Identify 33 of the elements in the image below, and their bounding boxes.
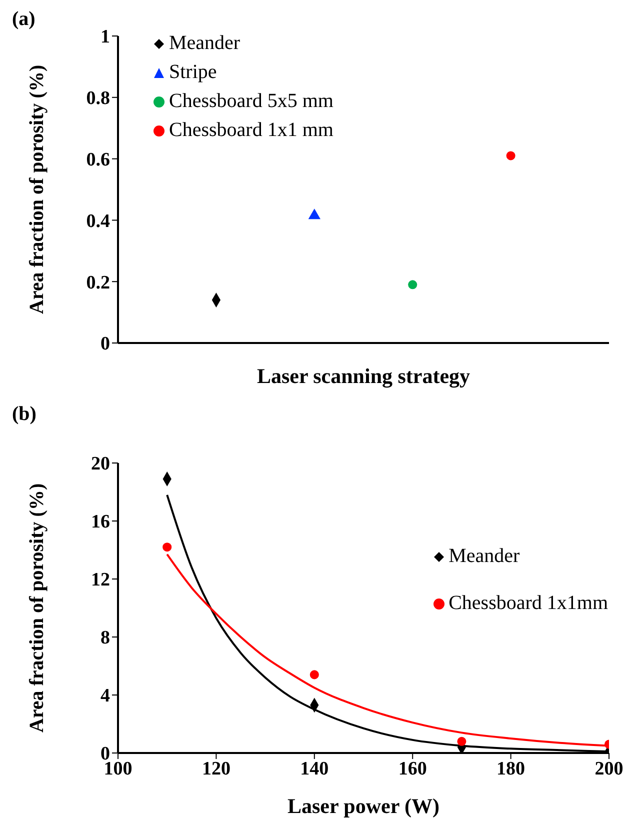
x-tick-label: 120 (202, 758, 230, 780)
legend-label: Stripe (168, 61, 218, 84)
y-axis-title: Area fraction of porosity (%) (26, 64, 48, 314)
chart-title: (a) (12, 8, 36, 31)
point (457, 736, 466, 746)
legend-label: Chessboard 1x1mm (448, 592, 608, 615)
y-tick-label: 0 (100, 334, 110, 355)
point (162, 542, 172, 552)
y-tick-label: 1 (100, 26, 110, 48)
legend-label: Meander (168, 32, 242, 55)
y-tick-label: 0.2 (86, 272, 110, 294)
point (408, 280, 418, 290)
y-tick-label: 20 (91, 454, 110, 475)
y-tick-label: 8 (100, 628, 110, 649)
y-tick-label: 0.6 (86, 150, 110, 171)
y-axis-title: Area fraction of porosity (%) (26, 483, 48, 733)
x-axis-title: Laser scanning strategy (256, 364, 471, 388)
y-tick-label: 4 (100, 686, 110, 707)
legend-label: Chessboard 5x5 mm (168, 90, 334, 113)
legend-label: Meander (448, 545, 521, 568)
y-tick-label: 0.8 (86, 88, 110, 110)
x-axis-title: Laser power (W) (287, 794, 440, 818)
y-tick-label: 0.4 (86, 210, 110, 232)
point (310, 670, 319, 680)
x-tick-label: 140 (300, 758, 329, 780)
y-tick-label: 12 (91, 570, 110, 591)
x-tick-label: 160 (398, 758, 427, 780)
chart-title: (b) (12, 403, 36, 426)
x-tick-label: 180 (496, 758, 526, 780)
legend-label: Chessboard 1x1 mm (168, 119, 334, 142)
y-tick-label: 16 (91, 512, 110, 533)
x-tick-label: 200 (594, 758, 624, 780)
point (506, 151, 516, 160)
